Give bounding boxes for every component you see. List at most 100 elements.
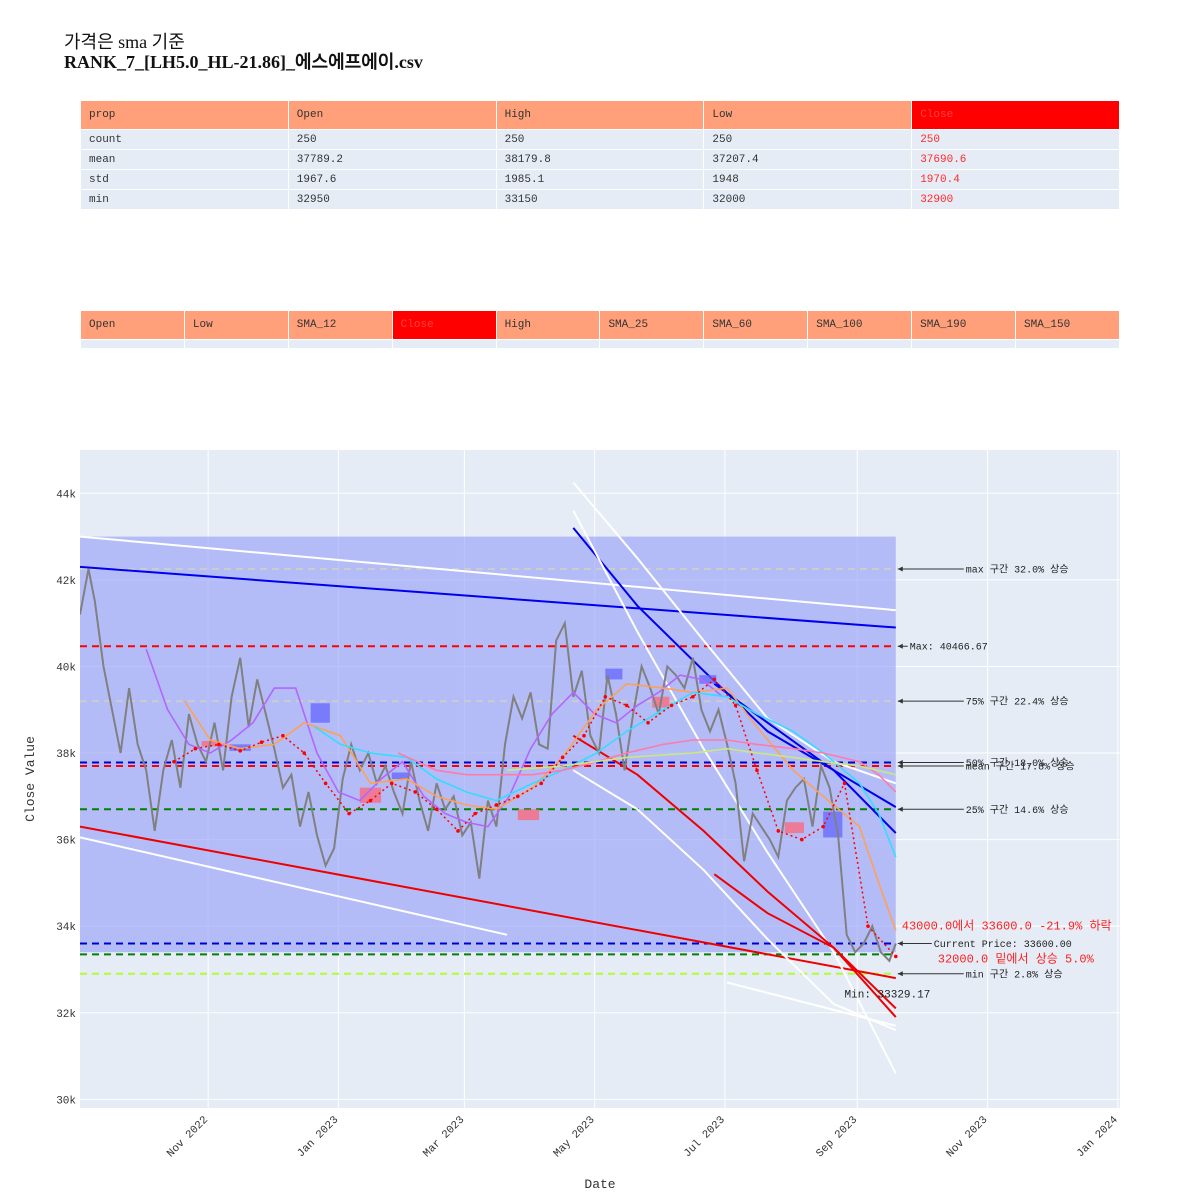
- signal-box: [784, 822, 804, 834]
- signal-point: [193, 746, 198, 751]
- table2-header-high: High: [495, 310, 601, 340]
- annotation-label: 50% 구간 18.0% 상승: [966, 757, 1069, 770]
- annotation-arrowhead: [897, 566, 903, 572]
- trend-line: [80, 825, 896, 980]
- min-annotation: Min: 33329.17: [845, 989, 931, 1001]
- table-cell: 1970.4: [911, 169, 1120, 190]
- signal-point: [776, 829, 781, 833]
- table2-header-sma150: SMA_150: [1015, 310, 1120, 340]
- channel-line: [572, 734, 897, 1018]
- signal-box: [229, 744, 251, 751]
- stats-table: prop Open High Low Close count 250 250 2…: [80, 100, 1120, 210]
- annotation-label: 25% 구간 14.6% 상승: [966, 804, 1069, 817]
- table-cell: std: [80, 169, 289, 190]
- annotation-label: 75% 구간 22.4% 상승: [966, 696, 1069, 709]
- table-row: min 32950 33150 32000 32900: [80, 189, 1120, 210]
- signal-box: [605, 668, 623, 680]
- x-tick-label: Sep 2023: [814, 1114, 860, 1160]
- trend-line: [80, 836, 508, 936]
- signal-box: [391, 772, 409, 779]
- table-cell: 38179.8: [495, 149, 705, 170]
- rise-annotation: 32000.0 밑에서 상승 5.0%: [938, 951, 1095, 966]
- series-sma-60: [314, 691, 897, 858]
- x-tick-label: Jan 2024: [1075, 1114, 1121, 1160]
- table-row: count 250 250 250 250: [80, 129, 1120, 150]
- x-axis-title: Date: [584, 1177, 615, 1192]
- table-cell: mean: [80, 149, 289, 170]
- y-tick-label: 38k: [56, 749, 76, 761]
- signal-point: [893, 954, 898, 959]
- channel-line: [713, 873, 897, 1010]
- table2-header-close: Close: [391, 310, 497, 340]
- signal-point: [494, 803, 499, 807]
- annotation-label: min 구간 2.8% 상승: [966, 968, 1063, 981]
- table-row: mean 37789.2 38179.8 37207.4 37690.6: [80, 149, 1120, 170]
- table-cell: 1985.1: [495, 169, 705, 190]
- annotation-label: max 구간 32.0% 상승: [966, 564, 1069, 577]
- signal-point: [347, 811, 351, 816]
- signal-point: [434, 807, 439, 812]
- y-tick-label: 32k: [56, 1009, 76, 1021]
- annotation-arrowhead: [897, 643, 903, 649]
- table-cell: 37207.4: [703, 149, 913, 170]
- table2-header-sma60: SMA_60: [703, 310, 809, 340]
- signal-point: [821, 824, 825, 829]
- table-cell: 1948: [703, 169, 913, 190]
- table-cell: 250: [287, 129, 497, 150]
- signal-point: [691, 694, 695, 699]
- annotation-label: mean 구간 17.8% 상승: [966, 761, 1075, 774]
- table-cell: 37690.6: [911, 149, 1120, 170]
- signal-point: [669, 703, 674, 708]
- signal-point: [389, 781, 394, 786]
- annotation-arrowhead: [897, 806, 903, 812]
- signal-point: [624, 703, 629, 708]
- table1-header-prop: prop: [80, 100, 289, 130]
- table-cell: 32900: [911, 189, 1120, 210]
- signal-point: [712, 677, 717, 682]
- signal-point: [582, 733, 586, 738]
- channel-line: [713, 682, 897, 834]
- table1-header-open: Open: [287, 100, 497, 130]
- signal-box: [823, 811, 843, 838]
- title-line-1: 가격은 sma 기준: [64, 32, 185, 52]
- table-cell: 250: [703, 129, 913, 150]
- signal-point: [733, 703, 738, 708]
- signal-point: [515, 794, 520, 799]
- x-tick-label: Jul 2023: [682, 1114, 728, 1160]
- signal-point: [413, 790, 418, 794]
- signal-point: [281, 733, 285, 738]
- drop-annotation: 43000.0에서 33600.0 -21.9% 하락: [902, 919, 1112, 934]
- channel-line: [572, 769, 897, 1032]
- signal-point: [217, 742, 221, 747]
- signal-box: [699, 675, 717, 684]
- annotation-arrowhead: [897, 698, 903, 704]
- table-cell: 32950: [287, 189, 497, 210]
- table1-header-low: Low: [703, 100, 913, 130]
- series-sma-100: [397, 739, 897, 793]
- table2-header-sma100: SMA_100: [807, 310, 913, 340]
- table-row: [80, 339, 1120, 349]
- table-cell: 37789.2: [287, 149, 497, 170]
- table-cell: 250: [495, 129, 705, 150]
- table2-header-sma190: SMA_190: [911, 310, 1017, 340]
- signal-box: [310, 703, 330, 723]
- signal-point: [539, 781, 544, 786]
- table-cell: 33150: [495, 189, 705, 210]
- table2-header-open: Open: [80, 310, 185, 340]
- table2-header-sma12: SMA_12: [287, 310, 393, 340]
- channel-line: [572, 510, 897, 1074]
- y-tick-label: 36k: [56, 836, 76, 848]
- channel-line: [572, 481, 897, 785]
- table2-header-low: Low: [183, 310, 289, 340]
- y-tick-label: 40k: [56, 662, 76, 674]
- annotation-arrowhead: [897, 760, 903, 766]
- signal-point: [172, 759, 176, 764]
- signal-point: [800, 837, 804, 842]
- signal-series-line: [173, 678, 897, 958]
- table-cell: 1967.6: [287, 169, 497, 190]
- sma-table: Open Low SMA_12 Close High SMA_25 SMA_60…: [80, 310, 1120, 349]
- table2-header-sma25: SMA_25: [599, 310, 705, 340]
- series-close: [80, 568, 897, 963]
- y-tick-label: 34k: [56, 922, 76, 934]
- trend-line: [80, 535, 896, 612]
